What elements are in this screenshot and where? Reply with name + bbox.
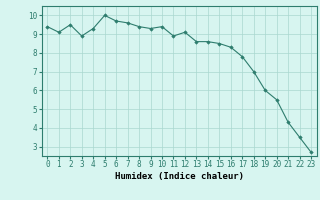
X-axis label: Humidex (Indice chaleur): Humidex (Indice chaleur) xyxy=(115,172,244,181)
